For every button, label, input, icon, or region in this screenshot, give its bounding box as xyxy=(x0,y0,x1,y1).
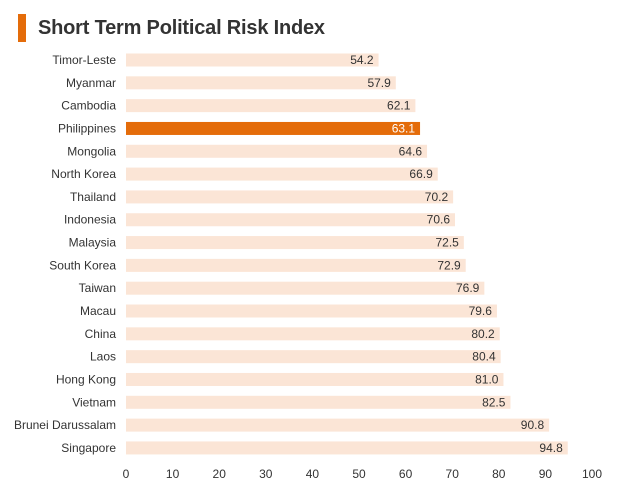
bar-south-korea xyxy=(126,258,466,272)
category-label: North Korea xyxy=(51,167,116,181)
category-label: South Korea xyxy=(49,258,116,272)
bar-taiwan xyxy=(126,281,485,295)
bar-laos xyxy=(126,350,501,364)
category-label: Myanmar xyxy=(66,76,116,90)
category-label: China xyxy=(85,327,117,341)
bar-timor-leste xyxy=(126,53,379,67)
category-label: Brunei Darussalam xyxy=(14,418,116,432)
category-label: Singapore xyxy=(61,441,116,455)
x-tick-label: 100 xyxy=(582,467,602,481)
bar-vietnam xyxy=(126,395,511,409)
x-tick-label: 10 xyxy=(166,467,180,481)
category-label: Malaysia xyxy=(69,236,117,250)
value-label: 62.1 xyxy=(387,99,411,113)
bar-macau xyxy=(126,304,497,318)
category-label: Indonesia xyxy=(64,213,116,227)
x-tick-label: 70 xyxy=(446,467,460,481)
bar-hong-kong xyxy=(126,372,504,386)
category-label: Cambodia xyxy=(61,99,116,113)
category-label: Vietnam xyxy=(72,395,116,409)
value-label: 72.5 xyxy=(435,236,459,250)
category-label: Macau xyxy=(80,304,116,318)
x-tick-label: 90 xyxy=(539,467,553,481)
category-label: Philippines xyxy=(58,121,116,135)
x-tick-label: 80 xyxy=(492,467,506,481)
x-tick-label: 60 xyxy=(399,467,413,481)
bar-china xyxy=(126,327,500,341)
bar-indonesia xyxy=(126,213,455,227)
value-label: 54.2 xyxy=(350,53,374,67)
value-label: 70.2 xyxy=(425,190,449,204)
bar-mongolia xyxy=(126,144,428,158)
value-label: 70.6 xyxy=(427,213,451,227)
category-label: Hong Kong xyxy=(56,372,116,386)
x-tick-label: 0 xyxy=(123,467,130,481)
value-label: 79.6 xyxy=(469,304,493,318)
value-label: 82.5 xyxy=(482,395,506,409)
category-label: Thailand xyxy=(70,190,116,204)
value-label: 66.9 xyxy=(409,167,433,181)
x-tick-label: 50 xyxy=(352,467,366,481)
value-label: 72.9 xyxy=(437,258,461,272)
bar-cambodia xyxy=(126,99,416,113)
bar-thailand xyxy=(126,190,454,204)
x-tick-label: 40 xyxy=(306,467,320,481)
x-tick-label: 20 xyxy=(213,467,227,481)
value-label: 80.2 xyxy=(471,327,495,341)
bar-philippines xyxy=(126,121,421,135)
title-accent-bar xyxy=(18,14,26,42)
x-tick-label: 30 xyxy=(259,467,273,481)
value-label: 81.0 xyxy=(475,372,499,386)
chart-header: Short Term Political Risk Index xyxy=(18,14,325,42)
value-label: 90.8 xyxy=(521,418,545,432)
category-label: Taiwan xyxy=(79,281,116,295)
value-label: 94.8 xyxy=(539,441,563,455)
bar-malaysia xyxy=(126,236,464,250)
chart-title: Short Term Political Risk Index xyxy=(38,16,325,39)
bar-singapore xyxy=(126,441,568,455)
category-label: Timor-Leste xyxy=(52,53,116,67)
category-label: Laos xyxy=(90,350,116,364)
value-label: 80.4 xyxy=(472,350,496,364)
bar-myanmar xyxy=(126,76,396,90)
category-label: Mongolia xyxy=(67,144,116,158)
bar-brunei-darussalam xyxy=(126,418,550,432)
bar-north-korea xyxy=(126,167,438,181)
value-label: 64.6 xyxy=(399,144,423,158)
value-label: 76.9 xyxy=(456,281,480,295)
value-label: 57.9 xyxy=(367,76,391,90)
value-label: 63.1 xyxy=(392,121,416,135)
